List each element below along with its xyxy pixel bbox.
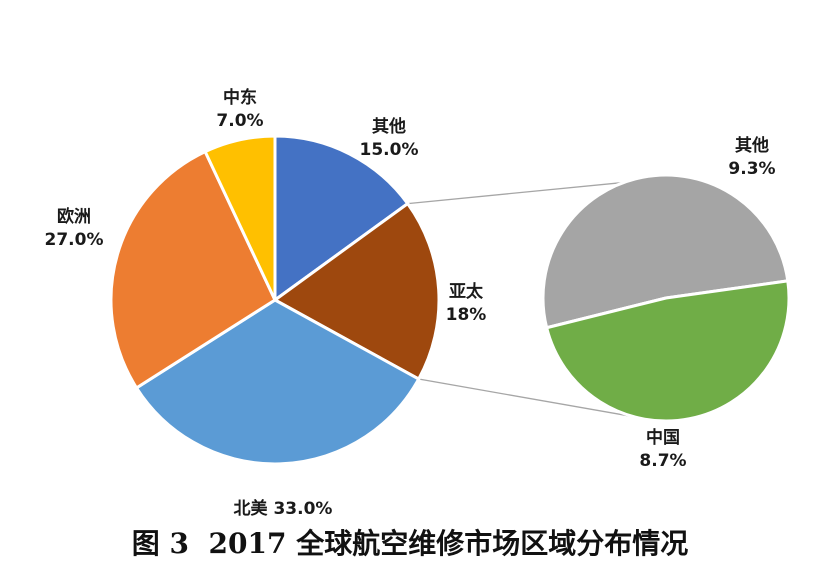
connector-lines [407,181,635,418]
main-slice-other [273,134,410,303]
secondary-slice-china [544,279,791,423]
secondary-label-other: 其他 9.3% [728,135,775,179]
label-value: 33.0% [268,499,333,519]
main-slice-europe [109,149,277,390]
label-category: 欧洲 [57,206,91,227]
main-label-middle-east: 中东 7.0% [216,87,263,131]
connector-line-bottom [418,378,635,418]
secondary-label-china: 中国 8.7% [639,427,686,471]
label-category: 其他 [735,135,769,156]
secondary-pie [541,173,791,423]
label-category: 北美 [234,498,269,519]
label-value: 8.7% [639,451,686,471]
data-labels: 其他 15.0% 亚太 18% 北美 33.0% 欧洲 27.0% 中东 7.0% 其他 9.3% 中… [45,87,776,519]
main-slice-asia-pacific [272,201,441,382]
main-label-asia-pacific: 亚太 18% [446,281,487,325]
label-value: 7.0% [216,111,263,131]
label-value: 15.0% [360,140,419,160]
chart-caption: 图 3 2017 全球航空维修市场区域分布情况 [131,527,689,560]
label-value: 27.0% [45,230,104,250]
label-category: 亚太 [449,281,484,302]
label-category: 中东 [223,87,257,108]
secondary-slice-other [541,173,790,330]
label-value: 9.3% [728,159,775,179]
main-slice-north-america [134,298,421,466]
main-pie [109,134,441,466]
main-slice-middle-east [203,134,277,301]
main-label-europe: 欧洲 27.0% [45,206,104,250]
connector-line-top [407,181,624,205]
main-label-other: 其他 15.0% [360,116,419,160]
label-category: 中国 [646,427,680,448]
label-value: 18% [446,305,487,325]
main-label-north-america: 北美 33.0% [234,498,333,519]
label-category: 其他 [372,116,406,137]
